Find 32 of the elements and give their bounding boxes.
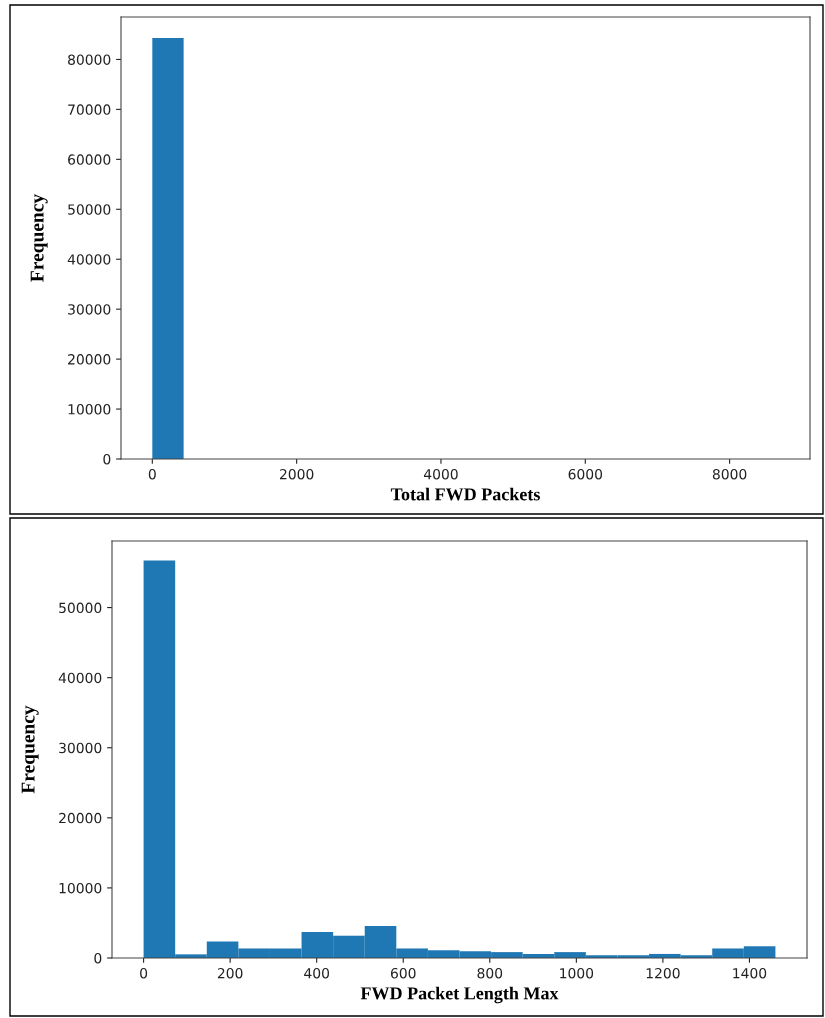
- y-tick-label: 40000: [67, 254, 111, 265]
- x-tick-label: 400: [304, 967, 330, 979]
- y-axis-title: Frequency: [21, 705, 39, 794]
- y-tick-label: 20000: [68, 354, 111, 365]
- y-tick-label: 60000: [68, 154, 111, 165]
- x-tick-label: 600: [390, 967, 416, 979]
- y-tick-label: 0: [94, 952, 102, 964]
- x-tick-label: 8000: [712, 468, 747, 480]
- x-tick-label: 1200: [646, 967, 680, 979]
- x-tick-label: 0: [148, 468, 156, 480]
- x-tick-label: 0: [140, 967, 148, 979]
- y-tick-label: 30000: [68, 304, 111, 315]
- y-tick-label: 80000: [68, 54, 111, 65]
- x-tick-label: 4000: [423, 468, 458, 480]
- x-tick-label: 800: [477, 967, 503, 979]
- x-tick-label: 200: [217, 967, 243, 979]
- y-tick-label: 30000: [59, 742, 102, 754]
- x-axis-title: FWD Packet Length Max: [360, 986, 559, 1004]
- y-tick-label: 50000: [59, 602, 102, 614]
- y-axis-title: Frequency: [30, 194, 48, 282]
- y-tick-label: 0: [103, 453, 111, 465]
- y-tick-label: 70000: [68, 104, 111, 115]
- y-tick-label: 50000: [68, 204, 111, 215]
- y-tick-label: 20000: [59, 812, 102, 824]
- y-tick-label: 10000: [68, 404, 111, 415]
- y-tick-label: 40000: [58, 672, 102, 684]
- x-axis-title: Total FWD Packets: [390, 487, 540, 501]
- x-tick-label: 6000: [568, 468, 603, 480]
- x-tick-label: 1400: [733, 967, 767, 979]
- x-tick-label: 1000: [560, 967, 594, 979]
- y-tick-label: 10000: [59, 882, 102, 894]
- x-tick-label: 2000: [279, 468, 314, 480]
